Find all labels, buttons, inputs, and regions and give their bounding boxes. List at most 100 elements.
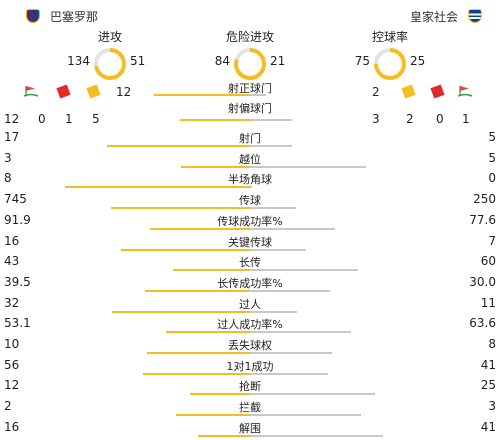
stat-home-value: 8 bbox=[4, 171, 12, 186]
home-shots-on-target: 12 bbox=[116, 85, 132, 99]
stat-home-value: 16 bbox=[4, 419, 20, 434]
home-bar bbox=[149, 227, 250, 230]
stat-home-value: 17 bbox=[4, 130, 20, 144]
yellow-card-icon bbox=[401, 84, 416, 99]
fc-barcelona-crest-icon bbox=[26, 9, 40, 23]
away-yellow-cards: 2 bbox=[406, 112, 414, 126]
away-bar bbox=[250, 145, 293, 147]
gauge-away-value: 21 bbox=[270, 54, 286, 68]
stat-row: 43 长传 60 bbox=[0, 254, 500, 275]
gauge-dangerous-attack: 危险进攻 84 21 bbox=[190, 28, 310, 80]
stat-row: 91.9 传球成功率% 77.6 bbox=[0, 213, 500, 234]
stat-row: 8 半场角球 0 bbox=[0, 171, 500, 192]
stat-label: 传球 bbox=[239, 194, 261, 208]
stat-home-value: 56 bbox=[4, 357, 20, 372]
stat-home-value: 16 bbox=[4, 233, 20, 248]
away-red-cards: 0 bbox=[436, 112, 444, 126]
home-team[interactable]: 巴塞罗那 bbox=[26, 6, 98, 26]
away-bar bbox=[250, 372, 329, 375]
yellow-card-icon bbox=[86, 84, 101, 99]
away-corners: 1 bbox=[462, 112, 470, 126]
gauge-away-value: 51 bbox=[130, 54, 146, 68]
home-team-name: 巴塞罗那 bbox=[50, 9, 99, 24]
away-bar bbox=[250, 227, 335, 230]
red-card-icon bbox=[56, 84, 71, 99]
real-sociedad-crest-icon bbox=[468, 9, 482, 23]
away-bar bbox=[250, 393, 375, 396]
away-team-name: 皇家社会 bbox=[409, 9, 458, 24]
gauge-away-value: 25 bbox=[410, 54, 426, 68]
stat-away-value: 250 bbox=[473, 192, 496, 207]
stat-home-value: 53.1 bbox=[4, 316, 31, 331]
stat-home-value: 3 bbox=[4, 150, 12, 165]
home-corners: 12 bbox=[4, 112, 20, 126]
gauge-ring bbox=[234, 48, 266, 80]
stat-home-value: 43 bbox=[4, 254, 20, 269]
stat-away-value: 8 bbox=[488, 337, 496, 351]
stat-label: 关键传球 bbox=[228, 235, 272, 249]
stat-away-value: 7 bbox=[488, 233, 496, 248]
stat-row: 16 关键传球 7 bbox=[0, 234, 500, 255]
home-bar bbox=[121, 248, 250, 251]
corner-flag-icon bbox=[458, 86, 472, 97]
stat-home-value: 91.9 bbox=[4, 212, 31, 227]
gauge-label: 进攻 bbox=[97, 30, 122, 44]
gauge-label: 危险进攻 bbox=[225, 30, 274, 44]
stat-away-value: 0 bbox=[488, 171, 496, 186]
gauge-home-value: 84 bbox=[214, 54, 230, 68]
home-bar bbox=[154, 94, 250, 96]
stat-away-value: 41 bbox=[480, 357, 496, 372]
away-bar bbox=[250, 414, 361, 417]
stat-row: 12 抢断 25 bbox=[0, 378, 500, 399]
home-bar bbox=[198, 434, 250, 437]
stat-label: 解围 bbox=[239, 421, 261, 435]
away-bar bbox=[250, 331, 351, 334]
home-bar bbox=[144, 289, 250, 292]
stat-label: 过人 bbox=[239, 297, 261, 311]
stat-row: 2 拦截 3 bbox=[0, 399, 500, 420]
stat-row: 10 丢失球权 8 bbox=[0, 337, 500, 358]
stat-row: 53.1 过人成功率% 63.6 bbox=[0, 316, 500, 337]
away-bar bbox=[250, 269, 358, 272]
away-bar bbox=[250, 248, 307, 251]
stat-away-value: 5 bbox=[488, 150, 496, 165]
stat-row: 56 1对1成功 41 bbox=[0, 358, 500, 379]
home-bar bbox=[180, 165, 250, 168]
home-bar bbox=[172, 269, 250, 272]
stat-label: 抢断 bbox=[239, 380, 261, 394]
home-bar bbox=[180, 119, 250, 121]
shots-on-target-row: 12 射正球门 2 bbox=[0, 80, 500, 99]
stat-label: 半场角球 bbox=[228, 173, 272, 187]
stat-home-value: 32 bbox=[4, 295, 20, 310]
stat-away-value: 30.0 bbox=[469, 274, 496, 289]
stat-home-value: 745 bbox=[4, 192, 27, 207]
stat-away-value: 77.6 bbox=[469, 212, 496, 227]
away-bar bbox=[250, 186, 252, 189]
away-bar bbox=[250, 310, 298, 313]
home-bar bbox=[147, 352, 250, 354]
home-bar bbox=[176, 414, 250, 417]
stat-label: 射门 bbox=[239, 132, 261, 145]
stat-label: 传球成功率% bbox=[217, 214, 283, 228]
stat-home-value: 10 bbox=[4, 337, 20, 351]
stat-label: 过人成功率% bbox=[217, 318, 283, 332]
stat-label: 射偏球门 bbox=[228, 102, 272, 115]
stat-row: 16 解围 41 bbox=[0, 420, 500, 440]
away-shots-on-target: 2 bbox=[372, 85, 380, 99]
stat-label: 拦截 bbox=[239, 401, 261, 415]
stat-away-value: 60 bbox=[480, 254, 496, 269]
stat-row: 3 越位 5 bbox=[0, 151, 500, 172]
stat-label: 射正球门 bbox=[228, 82, 272, 95]
corner-flag-icon bbox=[24, 86, 38, 97]
away-bar bbox=[250, 434, 384, 437]
gauge-label: 控球率 bbox=[371, 30, 408, 44]
away-team[interactable]: 皇家社会 bbox=[410, 6, 482, 26]
stat-label: 1对1成功 bbox=[226, 359, 274, 373]
home-red-cards: 0 bbox=[38, 112, 46, 126]
away-bar bbox=[250, 352, 333, 354]
red-card-icon bbox=[430, 84, 445, 99]
stat-away-value: 5 bbox=[488, 130, 496, 144]
home-bar bbox=[112, 310, 250, 313]
stat-home-value: 12 bbox=[4, 378, 20, 393]
away-bar bbox=[250, 119, 292, 121]
